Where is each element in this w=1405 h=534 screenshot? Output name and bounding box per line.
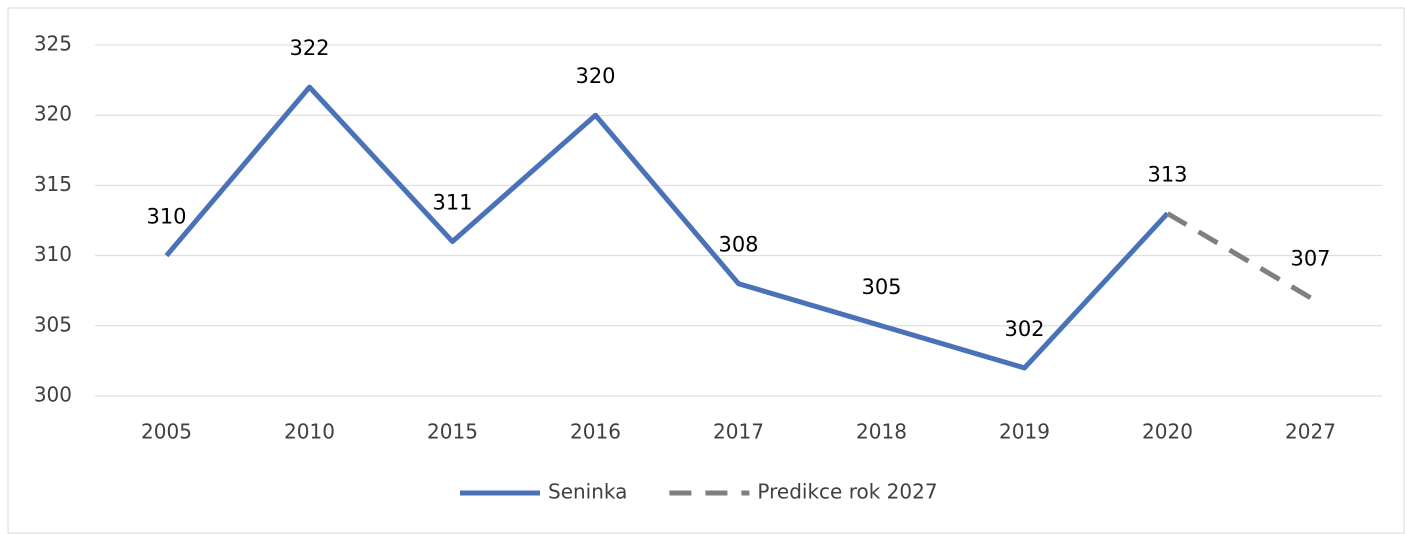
line-series — [164, 84, 1170, 371]
data-label: 310 — [146, 205, 186, 229]
y-tick-label: 300 — [34, 383, 72, 407]
x-tick-label: 2018 — [856, 420, 907, 444]
data-label: 320 — [575, 64, 615, 88]
data-label: 311 — [432, 191, 472, 215]
y-tick-label: 305 — [34, 312, 72, 336]
y-tick-label: 310 — [34, 242, 72, 266]
chart-frame — [7, 7, 1405, 534]
x-tick-label: 2015 — [427, 420, 478, 444]
y-tick-label: 320 — [34, 102, 72, 126]
x-tick-label: 2016 — [570, 420, 621, 444]
line-series — [1166, 211, 1312, 300]
data-label: 302 — [1004, 317, 1044, 341]
y-tick-label: 325 — [34, 32, 72, 56]
data-label: 322 — [289, 36, 329, 60]
legend-label: Predikce rok 2027 — [757, 480, 937, 504]
data-label: 313 — [1147, 162, 1187, 186]
x-tick-label: 2019 — [999, 420, 1050, 444]
legend-label: Seninka — [548, 480, 627, 504]
x-tick-label: 2010 — [284, 420, 335, 444]
data-label: 307 — [1290, 247, 1330, 271]
data-label: 305 — [861, 275, 901, 299]
data-label: 308 — [718, 233, 758, 257]
x-tick-label: 2005 — [141, 420, 192, 444]
x-tick-label: 2020 — [1142, 420, 1193, 444]
x-tick-label: 2017 — [713, 420, 764, 444]
x-tick-label: 2027 — [1285, 420, 1336, 444]
y-tick-label: 315 — [34, 172, 72, 196]
